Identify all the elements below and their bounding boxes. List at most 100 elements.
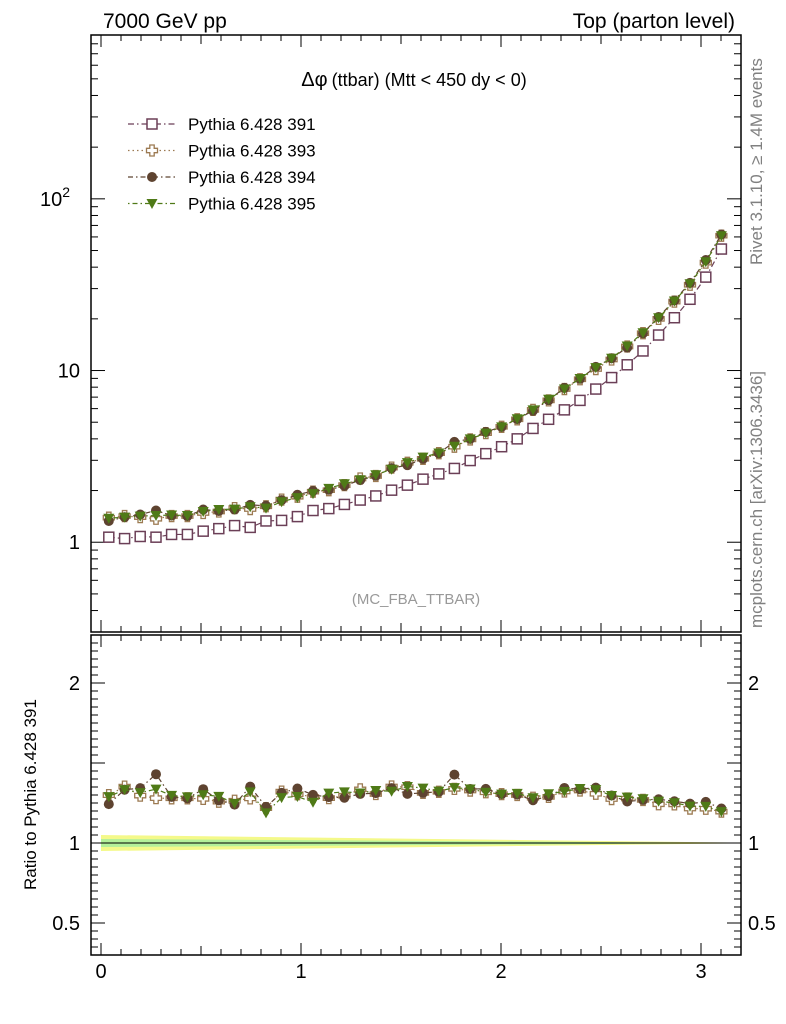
ratio-uncertainty-band (91, 835, 741, 851)
legend-item: Pythia 6.428 394 (128, 168, 316, 187)
data-point (291, 493, 303, 504)
ratio-point (700, 801, 712, 812)
data-point (165, 528, 178, 541)
data-point (700, 257, 712, 268)
data-point (621, 341, 633, 352)
data-point (260, 515, 272, 527)
legend-label: Pythia 6.428 395 (188, 195, 316, 214)
ratio-point (386, 786, 398, 797)
ratio-point (417, 783, 429, 794)
ratio-point (433, 786, 445, 797)
series-4 (103, 231, 727, 524)
data-point (385, 484, 398, 496)
data-point (574, 394, 586, 407)
data-point (244, 502, 256, 513)
legend-item: Pythia 6.428 395 (128, 195, 316, 214)
main-y-tick-label-base: 10 (40, 189, 62, 211)
rivet-version-label: Rivet 3.1.10, ≥ 1.4M events (747, 58, 766, 265)
data-point (166, 510, 178, 521)
legend-item: Pythia 6.428 391 (128, 115, 316, 134)
data-point (370, 490, 382, 502)
data-point (637, 345, 649, 357)
ratio-point (637, 794, 649, 805)
series-2 (102, 229, 728, 525)
ratio-series-3 (103, 769, 727, 814)
data-point (668, 311, 681, 324)
ratio-point (511, 788, 523, 799)
ratio-y-tick-label-left: 1 (69, 833, 80, 855)
legend-marker (146, 199, 158, 209)
series-line (108, 235, 722, 520)
data-point (118, 532, 131, 545)
data-point (260, 503, 272, 514)
data-point (229, 504, 241, 515)
data-point (606, 353, 618, 364)
data-point (197, 506, 209, 517)
plot-title: Δφ (ttbar) (Mtt < 450 dy < 0) (301, 69, 526, 91)
data-point (448, 441, 460, 452)
header-right: Top (parton level) (573, 10, 735, 33)
main-y-tick-label: 10 (58, 361, 80, 383)
data-point (621, 359, 633, 371)
ratio-y-tick-label-left: 0.5 (52, 913, 80, 935)
data-point (433, 448, 445, 459)
ratio-point (292, 783, 303, 794)
header-left: 7000 GeV pp (103, 10, 227, 33)
data-point (543, 394, 555, 405)
main-y-tick-label: 102 (40, 184, 70, 211)
data-point (275, 514, 288, 527)
data-point (228, 519, 241, 532)
data-point (417, 452, 429, 463)
ratio-point (323, 788, 335, 799)
data-point (276, 497, 288, 508)
x-tick-label: 1 (295, 961, 306, 983)
data-point (401, 479, 414, 491)
ratio-point (339, 792, 350, 803)
data-point (134, 530, 146, 543)
ratio-point (496, 789, 508, 800)
legend-label: Pythia 6.428 391 (188, 115, 316, 134)
data-point (464, 434, 476, 445)
x-tick-label: 3 (695, 961, 706, 983)
data-point (323, 502, 335, 515)
ratio-point (197, 790, 209, 801)
data-point (354, 475, 366, 486)
ratio-point (449, 769, 460, 780)
ratio-series-line (108, 785, 722, 814)
data-point (715, 243, 728, 255)
data-point (637, 328, 649, 339)
data-point (119, 512, 131, 523)
data-point (684, 279, 696, 290)
ratio-y-tick-label-right: 2 (748, 673, 759, 695)
series-1 (103, 243, 728, 545)
data-point (134, 511, 146, 522)
data-point (417, 473, 429, 485)
ratio-series-2 (102, 780, 728, 818)
data-point (480, 428, 492, 439)
data-point (103, 513, 115, 524)
data-point (213, 522, 225, 535)
ratio-point (684, 801, 696, 812)
data-point (307, 504, 319, 517)
main-y-tick-label-exponent: 2 (62, 184, 70, 200)
data-point (370, 470, 382, 481)
data-point (511, 414, 523, 425)
ratio-ylabel: Ratio to Pythia 6.428 391 (21, 699, 40, 890)
ratio-point (244, 787, 256, 798)
data-point (323, 483, 335, 494)
legend-label: Pythia 6.428 393 (188, 142, 316, 161)
ratio-point (401, 781, 413, 792)
data-point (511, 433, 523, 445)
data-point (338, 479, 350, 490)
series-line (108, 235, 722, 519)
ratio-point (480, 787, 492, 798)
data-point (653, 313, 665, 324)
plot-title-symbol: Δφ (301, 69, 327, 91)
ratio-point (151, 769, 161, 780)
series-line (108, 248, 722, 540)
data-point (558, 404, 571, 416)
ratio-point (291, 791, 303, 802)
series-3 (103, 229, 727, 526)
